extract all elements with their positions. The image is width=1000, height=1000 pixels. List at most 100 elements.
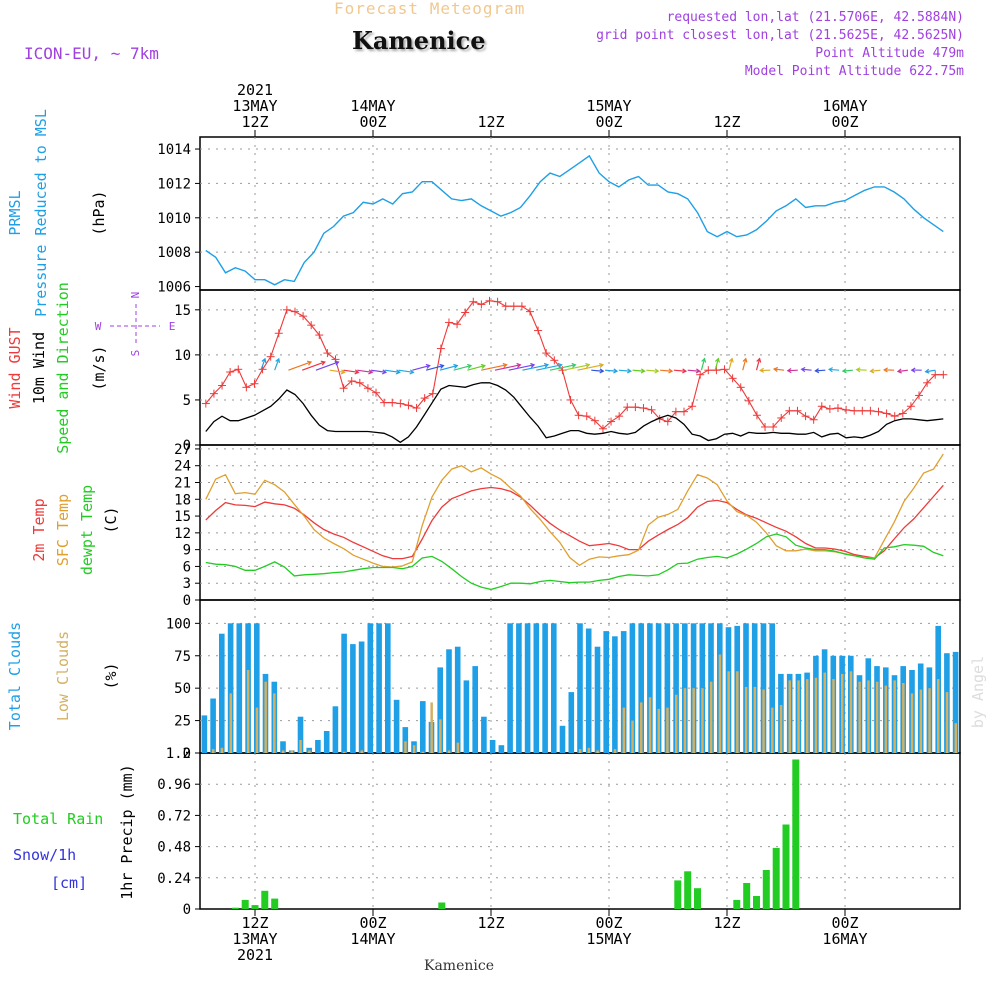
temp-2m-label: 2m Temp — [30, 498, 48, 561]
y-tick-label: 25 — [174, 714, 191, 730]
low-cloud-bar — [954, 723, 957, 753]
precip-snow-label: Snow/1h — [13, 846, 76, 864]
wind-arrow — [700, 357, 707, 371]
wind-arrow — [646, 368, 660, 374]
low-cloud-bar — [622, 707, 626, 753]
compass-e: E — [169, 320, 176, 333]
gust-marker — [825, 404, 834, 413]
wind-arrow-shaft — [829, 368, 840, 371]
gust-marker — [736, 383, 745, 392]
total-cloud-bar — [446, 649, 452, 753]
wind-arrow — [522, 362, 550, 371]
wind-arrow — [772, 366, 785, 372]
gust-marker — [420, 394, 429, 403]
gust-marker — [250, 379, 259, 388]
wind-arrow-shaft — [591, 369, 604, 372]
total-cloud-bar — [297, 716, 304, 753]
gust-marker — [566, 395, 575, 404]
gust-marker — [615, 412, 624, 421]
wind-arrow-head — [221, 359, 225, 363]
wind-arrow — [453, 363, 473, 371]
wind-arrow-shaft — [494, 364, 521, 371]
wind-arrow-shaft — [549, 364, 576, 371]
low-cloud-bar — [928, 688, 931, 753]
total-cloud-bar — [481, 716, 487, 753]
low-cloud-bar — [666, 707, 669, 753]
rain-bar — [684, 871, 692, 909]
total-cloud-bar — [454, 646, 461, 753]
low-cloud-bar — [290, 750, 294, 753]
gust-marker — [890, 412, 899, 421]
gust-marker — [631, 403, 640, 412]
wind-arrow-head — [695, 368, 701, 374]
gust-marker — [290, 307, 299, 316]
gust-marker — [906, 402, 915, 411]
total-cloud-bar — [350, 644, 356, 753]
low-cloud-bar — [902, 683, 905, 753]
y-tick-label: 0.96 — [157, 777, 191, 793]
low-cloud-bar — [727, 671, 730, 753]
wind-arrow — [412, 363, 431, 371]
rain-bar — [772, 847, 780, 909]
time-label-bottom: 12Z — [477, 914, 504, 932]
wind-arrow-shaft — [481, 364, 507, 371]
wind-arrow — [814, 368, 826, 374]
wind-arrow-head — [742, 357, 748, 363]
time-label-bottom: 2021 — [237, 946, 273, 964]
wind-arrow-shaft — [288, 361, 312, 371]
time-label-bottom: 12Z — [241, 914, 268, 932]
rain-bar — [694, 888, 701, 909]
y-tick-label: 27 — [174, 442, 191, 458]
gust-marker — [355, 378, 364, 387]
total-cloud-bar — [254, 623, 260, 753]
gust-marker — [688, 402, 697, 411]
wind-arrow-head — [654, 368, 660, 374]
gust-marker — [939, 370, 948, 379]
y-tick-label: 0.72 — [157, 808, 191, 824]
gust-line — [205, 300, 944, 430]
wind-10m-label: 10m Wind — [30, 332, 48, 404]
low-cloud-bar — [421, 751, 425, 753]
wind-arrow — [827, 367, 840, 373]
wind-arrow-shaft — [384, 369, 400, 373]
wind-arrow-shaft — [632, 369, 645, 372]
low-cloud-bar — [264, 681, 267, 753]
rain-bar — [261, 890, 269, 909]
wind-arrow-shaft — [774, 368, 785, 371]
low-cloud-bar — [736, 671, 739, 753]
gust-marker — [898, 409, 907, 418]
wind-arrow-shaft — [301, 361, 325, 371]
gust-marker — [363, 384, 372, 393]
wind-arrow-head — [207, 359, 211, 363]
wind-arrow-head — [896, 368, 902, 374]
total-cloud-bar — [437, 667, 443, 753]
total-cloud-bar — [551, 623, 557, 753]
low-cloud-bar — [945, 692, 949, 753]
pressure-label-prmsl: PRMSL — [6, 190, 24, 235]
wind-arrow-head — [439, 363, 445, 369]
gust-marker — [517, 302, 526, 311]
wind-arrow-head — [334, 360, 340, 366]
wind-arrow — [577, 362, 605, 371]
low-cloud-bar — [937, 679, 940, 753]
total-cloud-bar — [673, 623, 679, 753]
low-cloud-bar — [273, 693, 276, 753]
low-cloud-bar — [875, 681, 879, 753]
total-cloud-bar — [472, 666, 478, 753]
pressure-unit-label: (hPa) — [90, 190, 108, 235]
total-cloud-bar — [227, 623, 234, 753]
gust-marker — [542, 349, 551, 358]
wind-arrow-head — [530, 362, 536, 368]
total-cloud-bar — [577, 623, 583, 753]
total-cloud-bar — [201, 715, 208, 753]
low-cloud-bar — [849, 671, 853, 753]
wind-arrow — [800, 366, 812, 373]
gust-marker — [428, 389, 437, 398]
gust-marker — [526, 307, 535, 316]
low-cloud-bar — [675, 694, 678, 753]
pressure-panel: 1006 1008 1010 1012 1014 — [157, 136, 961, 296]
wind-arrow — [755, 357, 762, 371]
wind-arrow-shaft — [467, 364, 485, 371]
low-cloud-bar — [308, 750, 311, 753]
